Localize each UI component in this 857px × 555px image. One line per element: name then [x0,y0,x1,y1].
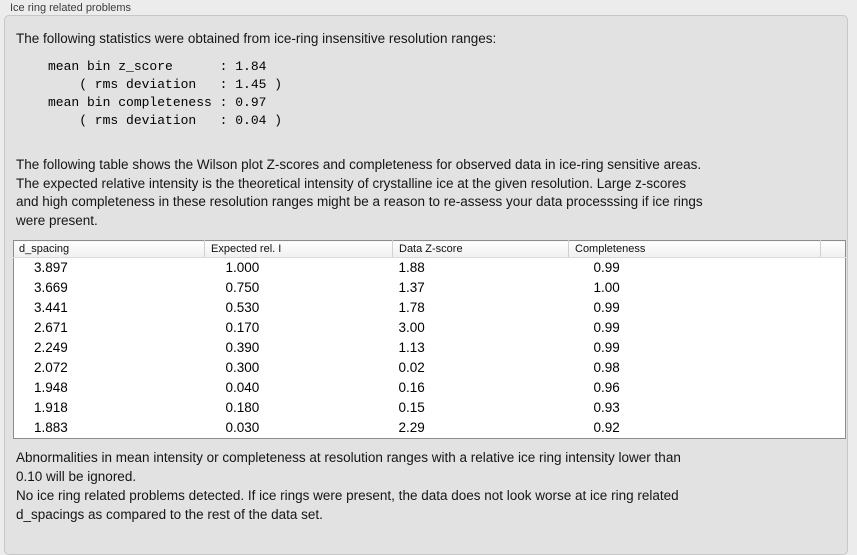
table-cell: 0.530 [225,300,260,315]
table-cell: 1.948 [34,380,68,395]
table-cell: 3.00 [398,320,425,335]
table-cell-filler [821,298,846,318]
table-cell: 2.072 [34,360,68,375]
table-cell: 0.92 [593,420,620,435]
table-cell-filler [821,378,846,398]
table-row[interactable]: 3.669 0.750 1.37 1.00 [14,278,846,298]
table-cell-filler [821,358,846,378]
table-cell: 1.88 [398,260,425,275]
table-cell-filler [821,398,846,418]
table-cell: 0.16 [398,380,425,395]
table-cell: 0.15 [398,400,425,415]
table-cell: 0.300 [225,360,260,375]
table-cell: 1.13 [398,340,425,355]
table-cell: 3.897 [34,260,68,275]
table-row[interactable]: 2.249 0.390 1.13 0.99 [14,338,846,358]
table-cell: 2.671 [34,320,68,335]
header-cell-data-z-score[interactable]: Data Z-score [392,240,569,258]
table-cell: 2.249 [34,340,68,355]
table-cell: 3.441 [34,300,68,315]
table-body: 3.897 1.000 1.88 0.99 3.669 0.750 1.37 1.00 3.44… [14,258,846,439]
table-cell: 0.99 [593,340,620,355]
table-cell: 1.883 [34,420,68,435]
header-cell-expected-rel-i[interactable]: Expected rel. I [204,240,393,258]
header-cell-completeness[interactable]: Completeness [568,240,821,258]
table-cell: 1.00 [593,280,620,295]
table-cell: 0.040 [225,380,260,395]
table-cell: 0.180 [225,400,260,415]
table-cell: 2.29 [398,420,425,435]
table-cell: 1.37 [398,280,425,295]
table-cell-filler [821,278,846,298]
ice-ring-table: d_spacing Expected rel. I Data Z-score Comp… [13,240,846,439]
table-cell: 0.02 [398,360,425,375]
table-cell: 0.030 [225,420,260,435]
conclusion-text: No ice ring related problems detected. I… [16,488,679,522]
intro-text: The following statistics were obtained f… [16,31,497,46]
table-cell: 1.78 [398,300,425,315]
stats-block: mean bin z_score : 1.84 ( rms deviation … [48,59,283,128]
table-cell-filler [821,338,846,358]
table-cell: 0.99 [593,300,620,315]
table-row[interactable]: 3.897 1.000 1.88 0.99 [14,258,846,279]
table-cell: 1.918 [34,400,68,415]
table-row[interactable]: 1.948 0.040 0.16 0.96 [14,378,846,398]
table-cell: 1.000 [225,260,260,275]
table-cell-filler [821,318,846,338]
table-cell: 0.93 [593,400,620,415]
table-cell-filler [821,418,846,439]
table-cell: 0.98 [593,360,620,375]
table-row[interactable]: 1.918 0.180 0.15 0.93 [14,398,846,418]
table-cell-filler [821,258,846,279]
header-cell-filler [820,240,846,258]
table-cell: 3.669 [34,280,68,295]
table-row[interactable]: 2.671 0.170 3.00 0.99 [14,318,846,338]
table-cell: 0.750 [225,280,260,295]
table-description: The following table shows the Wilson plo… [16,157,703,228]
table-cell: 0.390 [225,340,260,355]
table-cell: 0.96 [593,380,620,395]
table-header-row: d_spacing Expected rel. I Data Z-score Comp… [13,240,846,258]
table-cell: 0.99 [593,320,620,335]
table-cell: 0.99 [593,260,620,275]
table-row[interactable]: 1.883 0.030 2.29 0.92 [14,418,846,439]
table-row[interactable]: 2.072 0.300 0.02 0.98 [14,358,846,378]
table-row[interactable]: 3.441 0.530 1.78 0.99 [14,298,846,318]
header-cell-d-spacing[interactable]: d_spacing [13,240,205,258]
panel-title-label: Ice ring related problems [10,2,132,14]
ignore-note: Abnormalities in mean intensity or compl… [16,450,681,484]
table-cell: 0.170 [225,320,260,335]
ice-ring-panel: { "panel": { "title": "Ice ring related … [4,2,848,555]
